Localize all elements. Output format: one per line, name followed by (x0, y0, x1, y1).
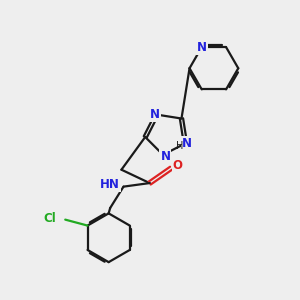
Text: H: H (176, 142, 183, 152)
Text: HN: HN (100, 178, 120, 191)
Text: N: N (197, 41, 207, 54)
Text: Cl: Cl (44, 212, 56, 225)
Text: N: N (182, 137, 192, 150)
Text: O: O (172, 159, 183, 172)
Text: N: N (160, 150, 170, 163)
Text: N: N (150, 108, 160, 121)
